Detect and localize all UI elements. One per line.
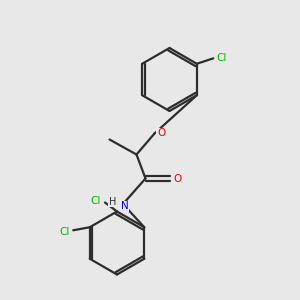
Text: Cl: Cl xyxy=(91,196,101,206)
Text: Cl: Cl xyxy=(59,227,69,237)
Text: O: O xyxy=(157,128,165,139)
Text: O: O xyxy=(174,173,182,184)
Text: N: N xyxy=(121,201,128,212)
Text: H: H xyxy=(109,196,116,207)
Text: Cl: Cl xyxy=(217,53,227,63)
